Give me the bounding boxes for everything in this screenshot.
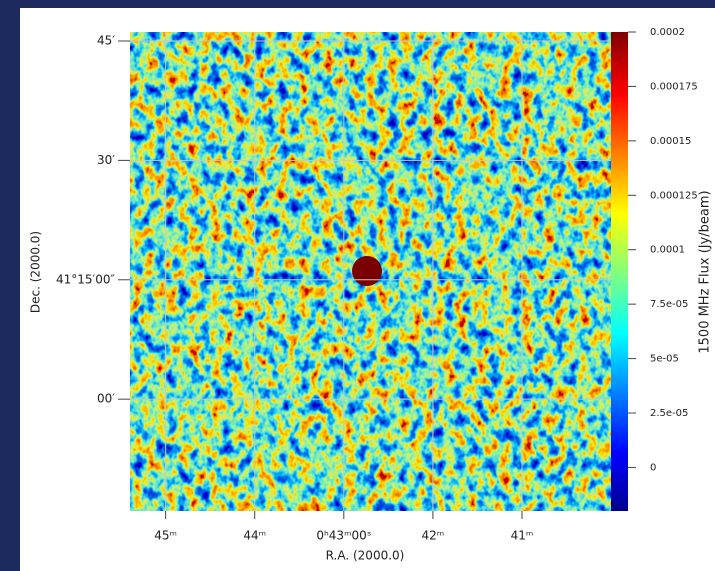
central-source <box>352 256 382 286</box>
colorbar-tick-label: 0 <box>650 462 656 473</box>
x-axis-title: R.A. (2000.0) <box>326 549 405 563</box>
colorbar-tick-label: 0.00015 <box>650 136 691 147</box>
y-axis-title: Dec. (2000.0) <box>29 231 43 313</box>
top-strip <box>0 0 715 8</box>
colorbar-tick-label: 2.5e-05 <box>650 408 688 419</box>
colorbar-gradient <box>611 32 628 511</box>
colorbar-tick-label: 5e-05 <box>650 354 679 365</box>
colorbar-title: 1500 MHz Flux (Jy/beam) <box>698 190 713 353</box>
y-tick-label: 00′ <box>97 392 115 406</box>
x-tick-label: 44ᵐ <box>243 529 266 543</box>
x-tick-label: 42ᵐ <box>422 529 445 543</box>
colorbar: 0.0002 0.000175 0.00015 0.000125 0.0001 7.5e-… <box>611 27 698 511</box>
colorbar-tick-label: 0.0001 <box>650 245 685 256</box>
side-strip <box>0 0 20 571</box>
x-tick-label: 0ʰ43ᵐ00ˢ <box>316 529 371 543</box>
colorbar-tick-label: 0.000125 <box>650 190 698 201</box>
grid <box>130 32 628 511</box>
y-tick-label: 41°15′00″ <box>56 272 116 286</box>
colorbar-tick-label: 7.5e-05 <box>650 299 688 310</box>
colorbar-tick-label: 0.0002 <box>650 27 685 38</box>
y-tick-label: 30′ <box>97 153 115 167</box>
x-tick-label: 45ᵐ <box>154 529 177 543</box>
y-tick-label: 45′ <box>97 33 115 47</box>
colorbar-tick-label: 0.000175 <box>650 81 698 92</box>
x-tick-label: 41ᵐ <box>511 529 534 543</box>
